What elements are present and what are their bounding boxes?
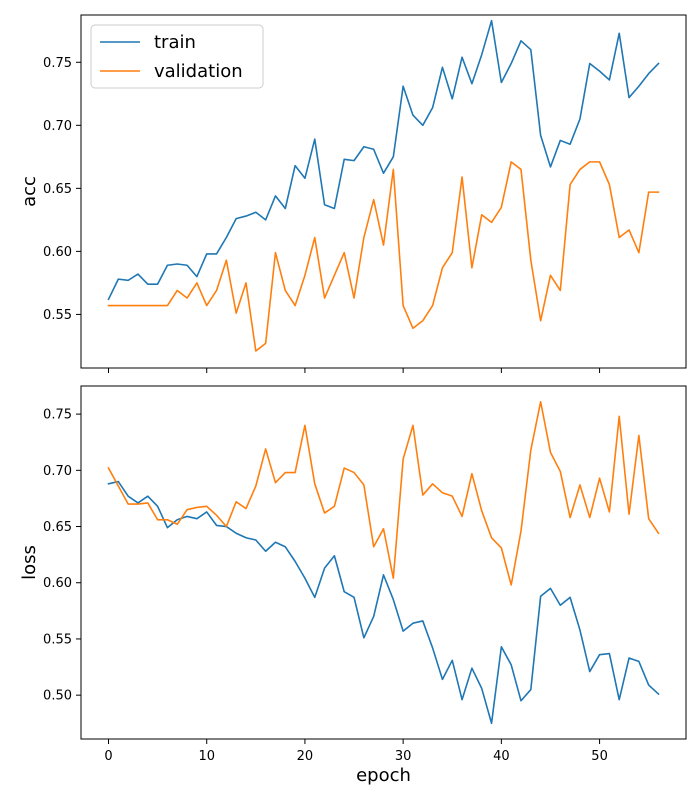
x-tick-label: 10 bbox=[198, 749, 215, 764]
loss-validation-line bbox=[107, 400, 660, 586]
accuracy-x-ticks bbox=[108, 368, 601, 373]
accuracy-y-tick-label: 0.55 bbox=[43, 308, 72, 323]
loss-y-tick-label: 0.60 bbox=[43, 576, 72, 591]
loss-series-lines bbox=[107, 400, 660, 725]
accuracy-train-line bbox=[107, 19, 660, 301]
loss-y-tick-label: 0.75 bbox=[43, 408, 72, 423]
loss-panel: 0 10 20 30 40 50 0.50 0.55 0.60 0.65 0.70 0.75 los… bbox=[19, 385, 687, 786]
loss-x-ticks: 0 10 20 30 40 50 bbox=[104, 739, 608, 764]
loss-y-axis-label: loss bbox=[19, 545, 40, 580]
accuracy-series-lines bbox=[107, 19, 660, 352]
x-tick-label: 20 bbox=[297, 749, 314, 764]
x-tick-label: 50 bbox=[591, 749, 608, 764]
accuracy-panel: 0.55 0.60 0.65 0.70 0.75 acc train validatio… bbox=[19, 14, 687, 373]
accuracy-y-axis-label: acc bbox=[19, 176, 40, 207]
accuracy-y-tick-label: 0.75 bbox=[43, 56, 72, 71]
accuracy-y-ticks: 0.55 0.60 0.65 0.70 0.75 bbox=[43, 56, 81, 323]
accuracy-plot-frame bbox=[80, 14, 687, 369]
legend-label-validation: validation bbox=[154, 61, 243, 82]
accuracy-validation-line bbox=[107, 161, 660, 352]
loss-y-tick-label: 0.50 bbox=[43, 689, 72, 704]
x-tick-label: 40 bbox=[493, 749, 510, 764]
legend-box bbox=[90, 24, 264, 89]
loss-y-tick-label: 0.55 bbox=[43, 632, 72, 647]
loss-y-ticks: 0.50 0.55 0.60 0.65 0.70 0.75 bbox=[43, 408, 81, 704]
x-axis-label: epoch bbox=[356, 765, 411, 786]
accuracy-y-tick-label: 0.65 bbox=[43, 182, 72, 197]
legend-label-train: train bbox=[154, 32, 196, 53]
loss-y-tick-label: 0.70 bbox=[43, 464, 72, 479]
x-tick-label: 30 bbox=[395, 749, 412, 764]
loss-train-line bbox=[107, 480, 660, 725]
legend: train validation bbox=[90, 24, 264, 89]
x-tick-label: 0 bbox=[104, 749, 112, 764]
accuracy-y-tick-label: 0.60 bbox=[43, 245, 72, 260]
accuracy-y-tick-label: 0.70 bbox=[43, 119, 72, 134]
loss-plot-frame bbox=[80, 385, 687, 740]
loss-y-tick-label: 0.65 bbox=[43, 520, 72, 535]
